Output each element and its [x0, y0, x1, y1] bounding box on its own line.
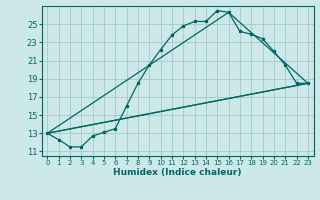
X-axis label: Humidex (Indice chaleur): Humidex (Indice chaleur) [113, 168, 242, 177]
